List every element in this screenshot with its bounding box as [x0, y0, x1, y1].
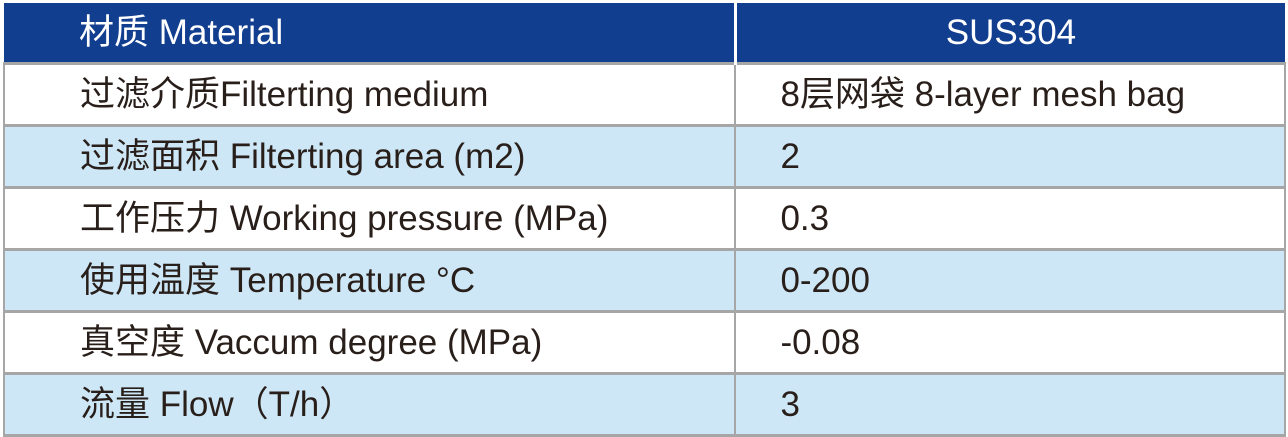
- table-row-flow: 流量 Flow（T/h） 3: [2, 372, 1286, 437]
- row-label: 使用温度 Temperature °C: [2, 248, 736, 312]
- table-row-filtering-medium: 过滤介质Filterting medium 8层网袋 8-layer mesh …: [2, 62, 1286, 126]
- row-label: 过滤面积 Filterting area (m2): [2, 124, 736, 188]
- row-value: 0-200: [734, 248, 1286, 312]
- row-value: 3: [734, 372, 1286, 437]
- row-value: 0.3: [734, 186, 1286, 250]
- header-material-label: 材质 Material: [4, 3, 736, 64]
- row-value: -0.08: [734, 310, 1286, 374]
- row-value: 8层网袋 8-layer mesh bag: [734, 62, 1286, 126]
- row-value: 2: [734, 124, 1286, 188]
- row-label: 工作压力 Working pressure (MPa): [2, 186, 736, 250]
- table-row-temperature: 使用温度 Temperature °C 0-200: [2, 248, 1286, 312]
- table-row-filtering-area: 过滤面积 Filterting area (m2) 2: [2, 124, 1286, 188]
- header-material-value: SUS304: [733, 3, 1285, 64]
- product-spec-table: 材质 Material SUS304 过滤介质Filterting medium…: [2, 3, 1286, 437]
- table-row-working-pressure: 工作压力 Working pressure (MPa) 0.3: [2, 186, 1286, 250]
- table-row-vacuum-degree: 真空度 Vaccum degree (MPa) -0.08: [2, 310, 1286, 374]
- row-label: 真空度 Vaccum degree (MPa): [2, 310, 736, 374]
- table-header-row: 材质 Material SUS304: [4, 3, 1285, 64]
- row-label: 流量 Flow（T/h）: [2, 372, 736, 437]
- row-label: 过滤介质Filterting medium: [2, 62, 736, 126]
